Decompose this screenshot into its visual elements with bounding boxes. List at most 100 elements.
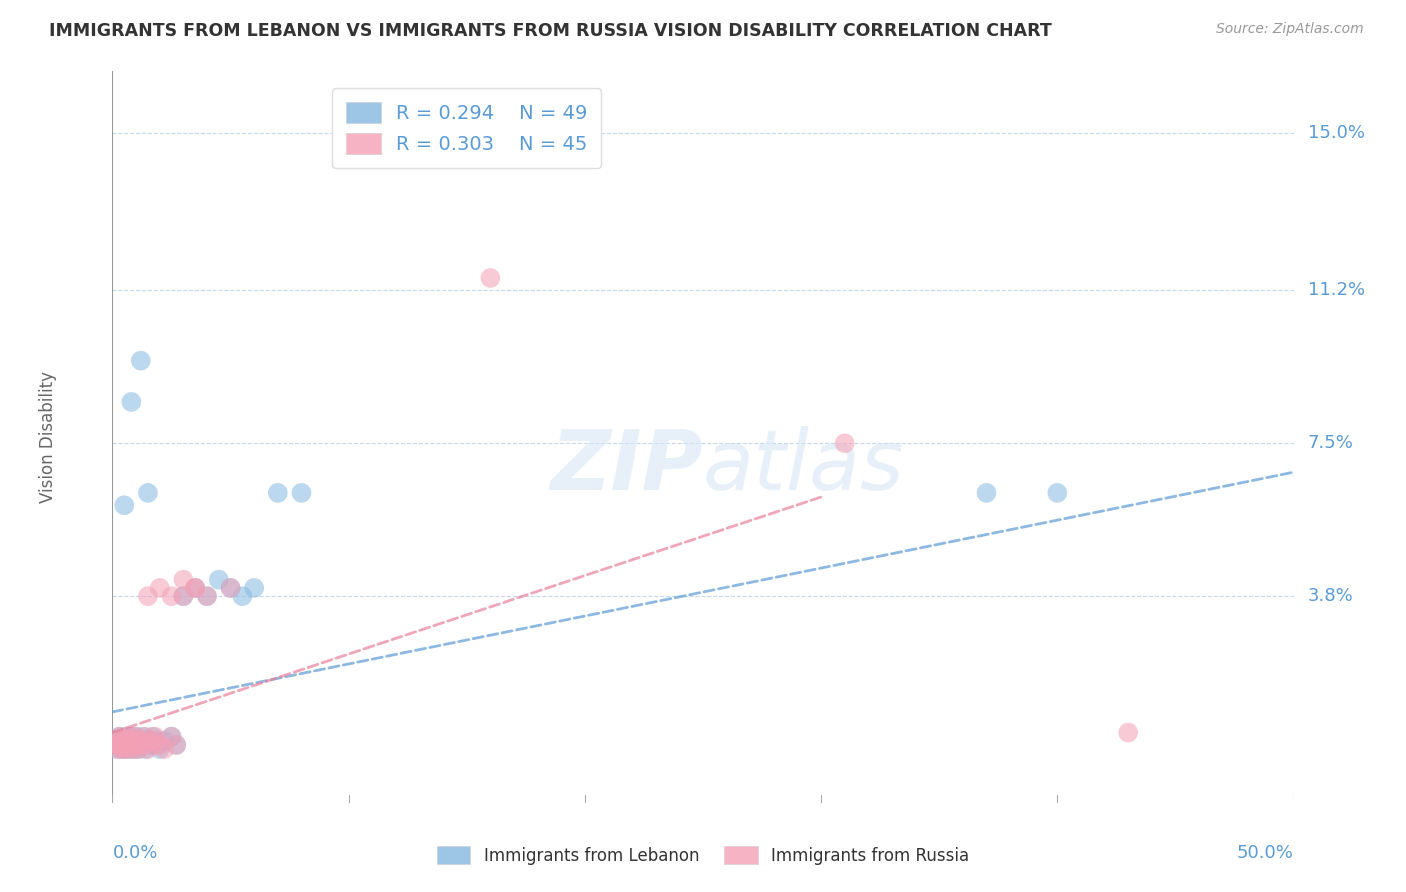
Point (118, 742, 141, 756)
Text: 15.0%: 15.0% (1308, 124, 1365, 143)
Point (115, 738, 138, 752)
Point (127, 734, 149, 748)
Text: Source: ZipAtlas.com: Source: ZipAtlas.com (1216, 22, 1364, 37)
Point (105, 742, 128, 756)
Point (112, 734, 135, 748)
Point (112, 738, 135, 752)
Point (129, 734, 152, 748)
Point (136, 589, 159, 603)
Point (243, 581, 266, 595)
Point (127, 742, 149, 756)
Point (153, 742, 176, 756)
Point (122, 734, 145, 748)
Point (149, 738, 172, 752)
Point (111, 742, 134, 756)
Text: ZIP: ZIP (550, 425, 703, 507)
Point (129, 738, 152, 752)
Point (172, 589, 194, 603)
Point (135, 742, 157, 756)
Text: Vision Disability: Vision Disability (38, 371, 56, 503)
Point (219, 581, 242, 595)
Point (231, 589, 253, 603)
Text: 7.5%: 7.5% (1308, 434, 1354, 452)
Point (105, 734, 128, 748)
Point (122, 742, 145, 756)
Point (104, 738, 127, 752)
Text: 11.2%: 11.2% (1308, 281, 1365, 300)
Point (120, 738, 142, 752)
Point (195, 589, 218, 603)
Text: 50.0%: 50.0% (1237, 844, 1294, 863)
Point (115, 730, 138, 744)
Point (290, 486, 312, 500)
Point (184, 581, 207, 595)
Point (1046, 486, 1069, 500)
Point (127, 742, 149, 756)
Point (142, 730, 165, 744)
Point (146, 734, 169, 748)
Legend: Immigrants from Lebanon, Immigrants from Russia: Immigrants from Lebanon, Immigrants from… (429, 838, 977, 873)
Point (160, 589, 183, 603)
Point (125, 730, 148, 744)
Point (976, 486, 998, 500)
Point (153, 734, 176, 748)
Point (105, 742, 128, 756)
Point (112, 738, 135, 752)
Point (136, 742, 159, 756)
Point (108, 730, 131, 744)
Point (118, 734, 141, 748)
Point (118, 734, 141, 748)
Point (122, 742, 145, 756)
Point (1116, 725, 1139, 739)
Point (146, 738, 169, 752)
Point (184, 581, 207, 595)
Point (115, 730, 138, 744)
Point (112, 742, 135, 756)
Point (195, 589, 218, 603)
Point (125, 738, 148, 752)
Point (111, 734, 134, 748)
Point (149, 742, 172, 756)
Point (108, 738, 131, 752)
Point (105, 734, 128, 748)
Point (136, 734, 159, 748)
Point (112, 742, 135, 756)
Text: 3.8%: 3.8% (1308, 587, 1354, 605)
Point (104, 738, 127, 752)
Text: IMMIGRANTS FROM LEBANON VS IMMIGRANTS FROM RUSSIA VISION DISABILITY CORRELATION : IMMIGRANTS FROM LEBANON VS IMMIGRANTS FR… (49, 22, 1052, 40)
Point (165, 738, 187, 752)
Point (219, 581, 242, 595)
Point (479, 271, 502, 285)
Point (172, 573, 194, 587)
Point (120, 395, 142, 409)
Point (160, 730, 183, 744)
Point (122, 734, 145, 748)
Point (184, 581, 207, 595)
Point (112, 734, 135, 748)
Point (143, 730, 166, 744)
Point (120, 738, 142, 752)
Point (108, 730, 131, 744)
Point (115, 738, 138, 752)
Point (139, 734, 162, 748)
Legend: R = 0.294    N = 49, R = 0.303    N = 45: R = 0.294 N = 49, R = 0.303 N = 45 (332, 88, 602, 168)
Point (108, 738, 131, 752)
Point (143, 734, 166, 748)
Point (111, 742, 134, 756)
Point (139, 738, 162, 752)
Point (132, 730, 155, 744)
Text: atlas: atlas (703, 425, 904, 507)
Point (125, 730, 148, 744)
Point (118, 742, 141, 756)
Point (149, 581, 172, 595)
Point (165, 738, 187, 752)
Point (142, 738, 165, 752)
Text: 0.0%: 0.0% (112, 844, 157, 863)
Point (208, 573, 231, 587)
Point (172, 589, 194, 603)
Point (112, 498, 135, 512)
Point (135, 730, 157, 744)
Point (120, 730, 142, 744)
Point (160, 730, 183, 744)
Point (132, 738, 155, 752)
